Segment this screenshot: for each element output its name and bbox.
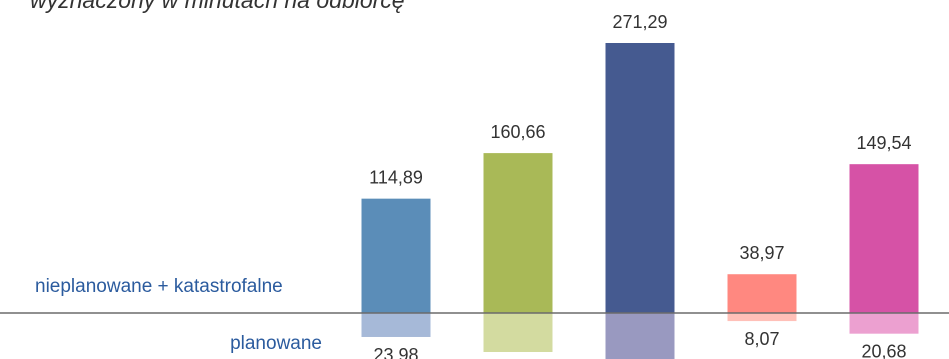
value-label-unplanned-4: 38,97 (739, 243, 784, 263)
bar-unplanned-5 (850, 164, 919, 313)
bar-planned-2 (484, 313, 553, 352)
bar-planned-4 (728, 313, 797, 321)
planned-bars-group (362, 313, 919, 359)
value-label-unplanned-1: 114,89 (369, 168, 423, 188)
unplanned-bars-group (362, 43, 919, 313)
value-label-planned-4: 8,07 (744, 329, 779, 349)
value-label-planned-1: 23,98 (373, 345, 418, 359)
bar-planned-1 (362, 313, 431, 337)
bar-unplanned-3 (606, 43, 675, 313)
value-label-unplanned-2: 160,66 (490, 122, 545, 142)
bar-planned-5 (850, 313, 919, 334)
bar-unplanned-4 (728, 274, 797, 313)
value-label-unplanned-3: 271,29 (612, 12, 667, 32)
bar-unplanned-2 (484, 153, 553, 313)
bar-unplanned-1 (362, 199, 431, 313)
value-label-unplanned-5: 149,54 (856, 133, 911, 153)
series-label-unplanned: nieplanowane + katastrofalne (35, 276, 283, 298)
series-label-planned: planowane (230, 333, 322, 355)
bar-planned-3 (606, 313, 675, 359)
value-label-planned-5: 20,68 (861, 342, 906, 359)
